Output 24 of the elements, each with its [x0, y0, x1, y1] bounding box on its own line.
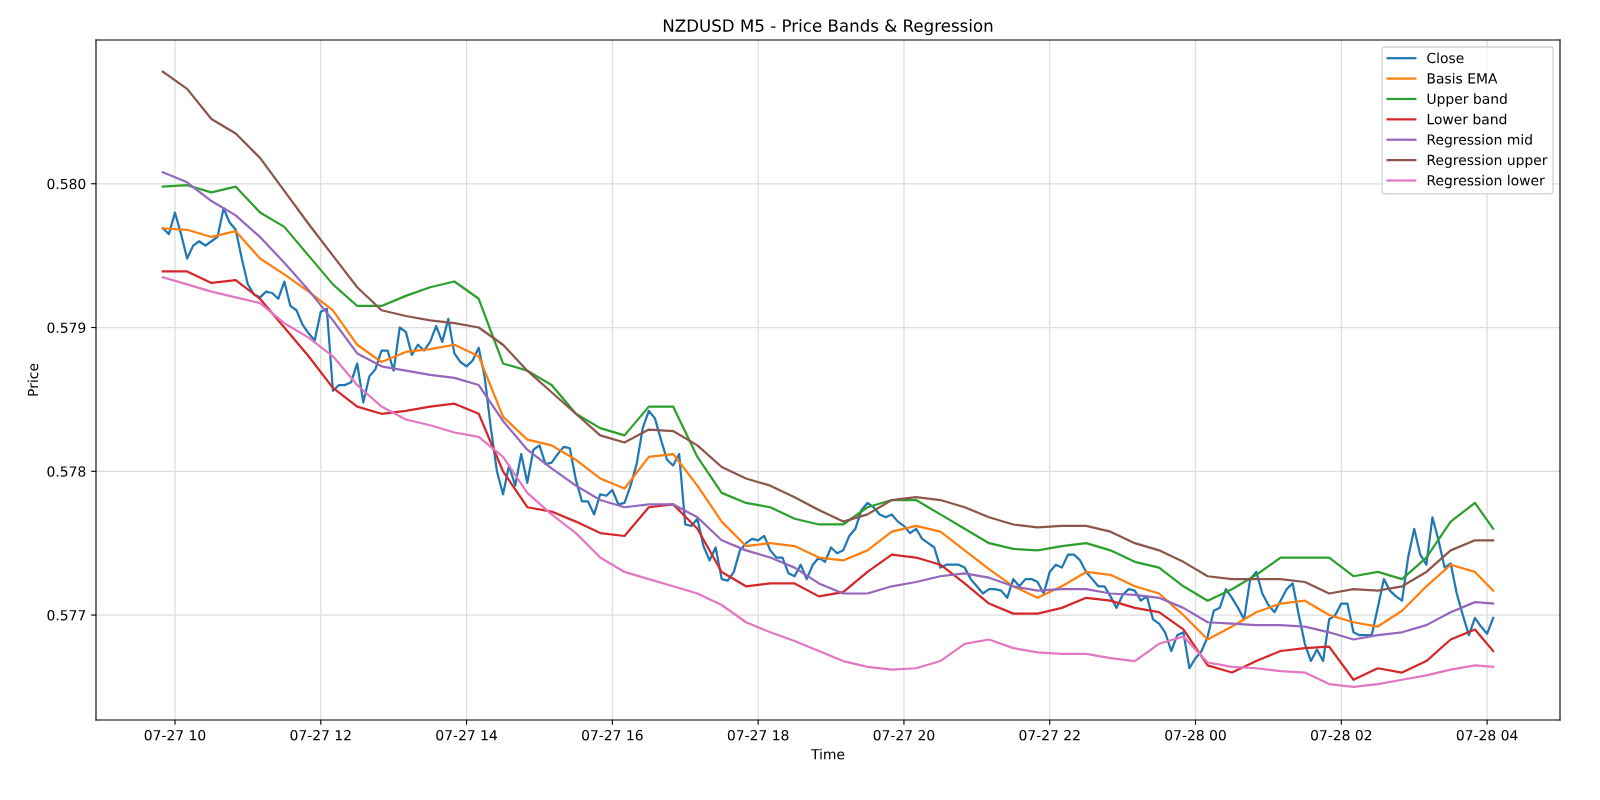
x-tick-label: 07-27 12 [290, 729, 351, 741]
x-tick-label: 07-27 10 [144, 729, 206, 741]
x-tick-label: 07-28 00 [1165, 729, 1226, 741]
legend-label: Close [1427, 52, 1464, 64]
legend-label: Regression mid [1427, 134, 1532, 148]
x-tick-label: 07-28 04 [1456, 729, 1518, 741]
x-tick-label: 07-28 02 [1311, 729, 1372, 741]
x-axis-title: Time [810, 748, 845, 760]
legend-label: Upper band [1427, 93, 1507, 107]
y-tick-label: 0.579 [47, 322, 86, 333]
y-tick-label: 0.577 [47, 610, 86, 621]
legend-label: Lower band [1427, 113, 1507, 125]
legend-label: Basis EMA [1427, 72, 1498, 84]
legend-label: Regression lower [1427, 174, 1545, 189]
legend-label: Regression upper [1427, 154, 1548, 168]
x-tick-label: 07-27 22 [1019, 729, 1080, 741]
x-tick-label: 07-27 20 [873, 729, 935, 741]
chart-title: NZDUSD M5 - Price Bands & Regression [663, 19, 993, 36]
y-axis-title: Price [27, 363, 39, 396]
x-tick-label: 07-27 18 [727, 729, 789, 741]
x-tick-label: 07-27 14 [436, 729, 497, 741]
y-tick-label: 0.580 [47, 178, 86, 190]
y-tick-label: 0.578 [47, 466, 86, 477]
x-tick-label: 07-27 16 [582, 729, 643, 741]
